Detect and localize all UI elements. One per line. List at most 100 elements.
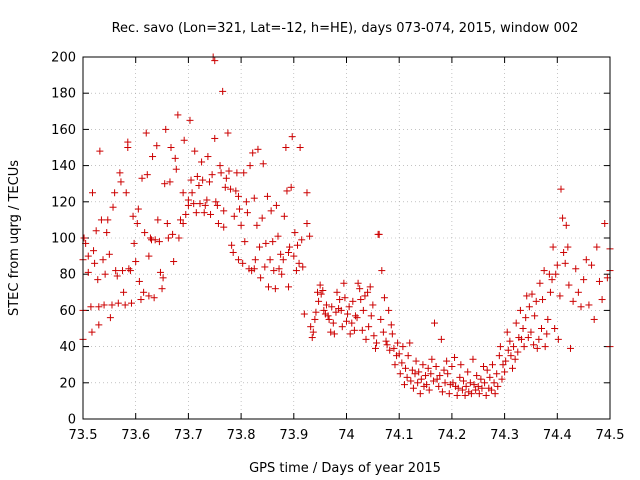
data-point — [149, 153, 157, 161]
data-point — [112, 267, 120, 275]
data-point — [182, 210, 190, 218]
data-point — [536, 279, 544, 287]
data-point — [383, 341, 391, 349]
data-point — [601, 220, 609, 228]
data-point — [299, 263, 307, 271]
data-point — [503, 328, 511, 336]
data-point — [441, 379, 449, 387]
data-point — [330, 330, 338, 338]
data-point — [265, 283, 273, 291]
data-point — [249, 149, 257, 157]
y-tick-label: 180 — [51, 87, 76, 102]
data-point — [427, 370, 435, 378]
y-tick-label: 200 — [51, 51, 76, 66]
data-point — [242, 198, 250, 206]
data-point — [250, 265, 258, 273]
data-point — [531, 312, 539, 320]
data-point — [279, 256, 287, 264]
data-point — [486, 373, 494, 381]
data-point — [395, 350, 403, 358]
data-point — [537, 325, 545, 332]
data-point — [343, 317, 350, 325]
data-point — [127, 299, 135, 307]
x-tick-label: 73.9 — [279, 428, 308, 443]
data-point — [117, 178, 125, 186]
data-point — [97, 216, 105, 224]
data-point — [348, 319, 356, 327]
data-point — [166, 178, 174, 186]
data-point — [540, 267, 548, 275]
data-point — [483, 366, 491, 374]
y-tick-label: 120 — [51, 195, 76, 210]
data-point — [109, 203, 117, 211]
data-point — [156, 268, 164, 276]
data-point — [141, 229, 149, 237]
data-point — [126, 267, 134, 275]
data-point — [585, 301, 593, 309]
x-tick-label: 74.1 — [385, 428, 414, 443]
data-point — [370, 332, 378, 340]
data-point — [262, 239, 270, 247]
data-point — [552, 270, 560, 278]
data-point — [525, 303, 533, 311]
data-point — [192, 209, 200, 217]
data-point — [459, 377, 467, 385]
data-point — [119, 267, 127, 275]
data-point — [101, 270, 109, 278]
data-point — [443, 357, 451, 365]
y-tick-label: 40 — [59, 340, 76, 355]
data-point — [344, 310, 352, 318]
x-tick-label: 73.8 — [227, 428, 256, 443]
y-tick-label: 160 — [51, 123, 76, 138]
data-point — [103, 229, 111, 237]
data-point — [386, 346, 394, 354]
x-tick-label: 74.4 — [543, 428, 572, 443]
data-point — [403, 373, 411, 381]
data-points — [79, 53, 614, 399]
data-point — [146, 234, 154, 242]
data-point — [582, 256, 590, 264]
data-point — [493, 370, 501, 378]
data-point — [408, 366, 416, 374]
data-point — [416, 390, 424, 398]
data-point — [200, 209, 208, 217]
data-point — [545, 270, 553, 278]
data-point — [96, 147, 104, 155]
data-point — [496, 343, 504, 351]
data-point — [433, 375, 441, 383]
data-point — [561, 259, 569, 267]
data-point — [193, 172, 201, 180]
y-tick-label: 80 — [59, 268, 76, 283]
data-point — [574, 288, 582, 296]
data-point — [309, 328, 317, 336]
data-point — [251, 256, 259, 264]
grid — [82, 56, 611, 420]
data-point — [290, 252, 298, 260]
data-point — [205, 178, 213, 186]
data-point — [414, 379, 422, 387]
data-point — [378, 267, 386, 275]
data-point — [429, 377, 437, 385]
data-point — [271, 285, 279, 293]
data-point — [113, 272, 121, 280]
data-point — [142, 129, 150, 137]
data-point — [158, 285, 166, 293]
data-point — [499, 361, 507, 369]
data-point — [220, 223, 228, 231]
data-point — [312, 308, 320, 316]
data-point — [92, 227, 100, 235]
data-point — [322, 301, 330, 309]
data-point — [473, 372, 481, 380]
data-point — [259, 160, 267, 168]
data-point — [436, 372, 444, 380]
data-point — [549, 243, 557, 251]
data-point — [407, 377, 415, 385]
data-point — [307, 323, 315, 331]
data-point — [572, 265, 580, 273]
data-point — [510, 343, 518, 351]
data-point — [222, 174, 230, 182]
data-point — [556, 292, 564, 300]
data-point — [257, 274, 265, 282]
data-point — [501, 368, 509, 376]
data-point — [145, 252, 153, 260]
